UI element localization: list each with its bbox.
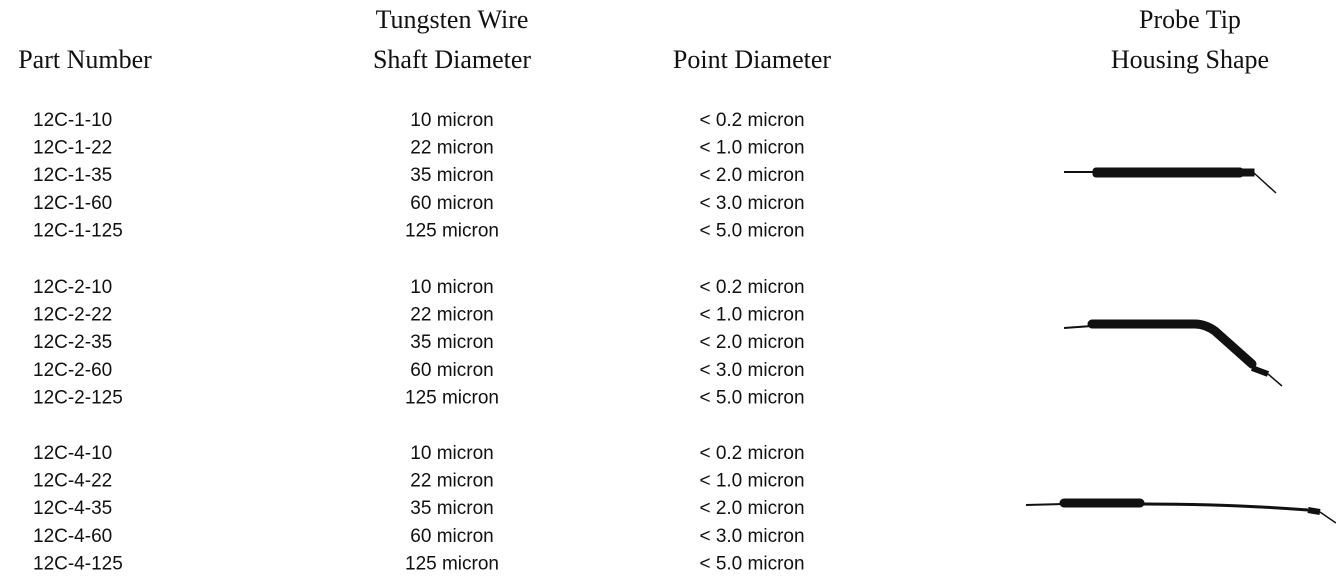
shaft-diameter: 22 micron <box>410 138 493 159</box>
point-diameter: < 0.2 micron <box>699 277 804 298</box>
point-diameter: < 5.0 micron <box>699 553 804 574</box>
part-number: 12C-2-60 <box>33 360 112 381</box>
point-diameter: < 0.2 micron <box>699 110 804 131</box>
shaft-diameter: 60 micron <box>410 526 493 547</box>
shaft-diameter: 35 micron <box>410 165 493 186</box>
part-number: 12C-1-22 <box>33 138 112 159</box>
shaft-diameter: 35 micron <box>410 332 493 353</box>
point-diameter: < 1.0 micron <box>699 471 804 492</box>
point-diameter: < 2.0 micron <box>699 332 804 353</box>
shaft-diameter: 10 micron <box>410 110 493 131</box>
column-header: Housing Shape <box>1111 45 1269 74</box>
column-header: Point Diameter <box>673 45 831 74</box>
part-number: 12C-2-10 <box>33 277 112 298</box>
point-diameter: < 2.0 micron <box>699 165 804 186</box>
shaft-diameter: 125 micron <box>405 387 499 408</box>
point-diameter: < 3.0 micron <box>699 526 804 547</box>
point-diameter: < 5.0 micron <box>699 387 804 408</box>
point-diameter: < 2.0 micron <box>699 498 804 519</box>
shaft-diameter: 35 micron <box>410 498 493 519</box>
point-diameter: < 0.2 micron <box>699 443 804 464</box>
column-header: Probe Tip <box>1139 5 1241 34</box>
shaft-diameter: 10 micron <box>410 443 493 464</box>
point-diameter: < 3.0 micron <box>699 360 804 381</box>
shaft-diameter: 125 micron <box>405 553 499 574</box>
part-number: 12C-1-10 <box>33 110 112 131</box>
shaft-diameter: 22 micron <box>410 471 493 492</box>
part-number: 12C-4-60 <box>33 526 112 547</box>
shaft-diameter: 10 micron <box>410 277 493 298</box>
column-header: Part Number <box>18 45 152 74</box>
column-header: Shaft Diameter <box>373 45 531 74</box>
probe-long <box>1025 498 1336 524</box>
part-number: 12C-4-125 <box>33 553 123 574</box>
point-diameter: < 1.0 micron <box>699 305 804 326</box>
shaft-diameter: 22 micron <box>410 305 493 326</box>
part-number: 12C-4-10 <box>33 443 112 464</box>
shaft-diameter: 125 micron <box>405 220 499 241</box>
column-header: Tungsten Wire <box>376 5 529 34</box>
probe-bent <box>1063 319 1283 387</box>
part-number: 12C-2-35 <box>33 332 112 353</box>
part-number: 12C-2-125 <box>33 387 123 408</box>
shaft-diameter: 60 micron <box>410 360 493 381</box>
point-diameter: < 3.0 micron <box>699 193 804 214</box>
point-diameter: < 5.0 micron <box>699 220 804 241</box>
part-number: 12C-1-125 <box>33 220 123 241</box>
part-number: 12C-4-35 <box>33 498 112 519</box>
point-diameter: < 1.0 micron <box>699 138 804 159</box>
part-number: 12C-4-22 <box>33 471 112 492</box>
part-number: 12C-1-60 <box>33 193 112 214</box>
probe-straight <box>1064 167 1277 194</box>
part-number: 12C-1-35 <box>33 165 112 186</box>
part-number: 12C-2-22 <box>33 305 112 326</box>
shaft-diameter: 60 micron <box>410 193 493 214</box>
